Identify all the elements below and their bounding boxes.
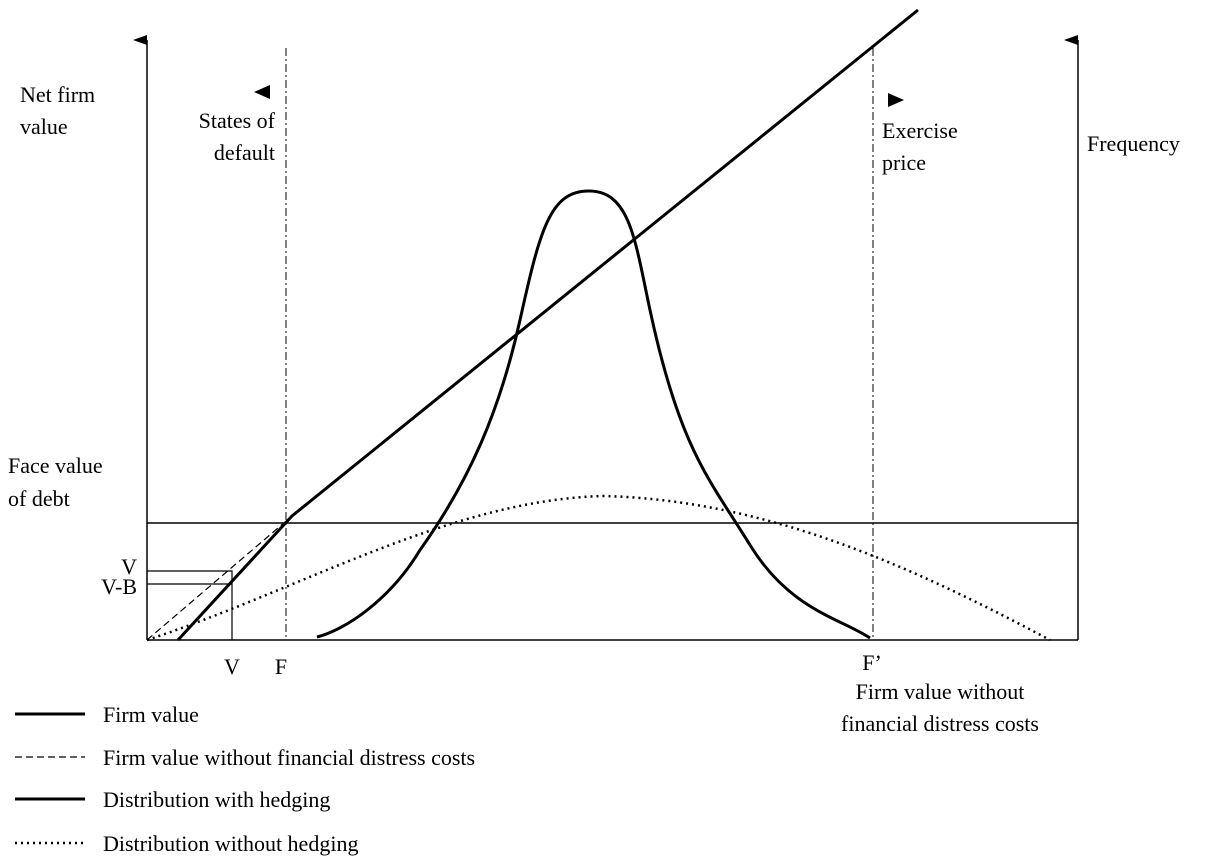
legend-label: Firm value without financial distress co… bbox=[103, 745, 475, 770]
arrow-right bbox=[888, 93, 904, 107]
label: value bbox=[20, 114, 68, 139]
label: Exercise bbox=[882, 118, 958, 143]
label: States of bbox=[199, 108, 276, 133]
firm-value bbox=[176, 8, 919, 642]
v-box bbox=[147, 570, 233, 640]
legend-label: Distribution without hedging bbox=[103, 831, 358, 856]
label: F bbox=[275, 654, 287, 679]
label: Net firm bbox=[20, 82, 95, 107]
distribution-no-hedging bbox=[146, 494, 1051, 642]
arrow-left bbox=[254, 85, 270, 99]
label: Firm value without bbox=[856, 679, 1025, 704]
legend-label: Distribution with hedging bbox=[103, 787, 330, 812]
firm-value-no-cost bbox=[146, 515, 293, 641]
shapes bbox=[15, 8, 1079, 845]
label: price bbox=[882, 150, 926, 175]
distribution-hedging bbox=[316, 189, 871, 640]
label: V-B bbox=[101, 574, 137, 599]
label: default bbox=[214, 140, 275, 165]
label: F’ bbox=[862, 650, 882, 675]
label: Face value bbox=[8, 453, 103, 478]
label: V bbox=[121, 554, 137, 579]
label: financial distress costs bbox=[841, 711, 1039, 736]
legend-label: Firm value bbox=[103, 702, 199, 727]
label: Frequency bbox=[1087, 131, 1180, 156]
label: of debt bbox=[8, 486, 70, 511]
label: V bbox=[224, 654, 240, 679]
